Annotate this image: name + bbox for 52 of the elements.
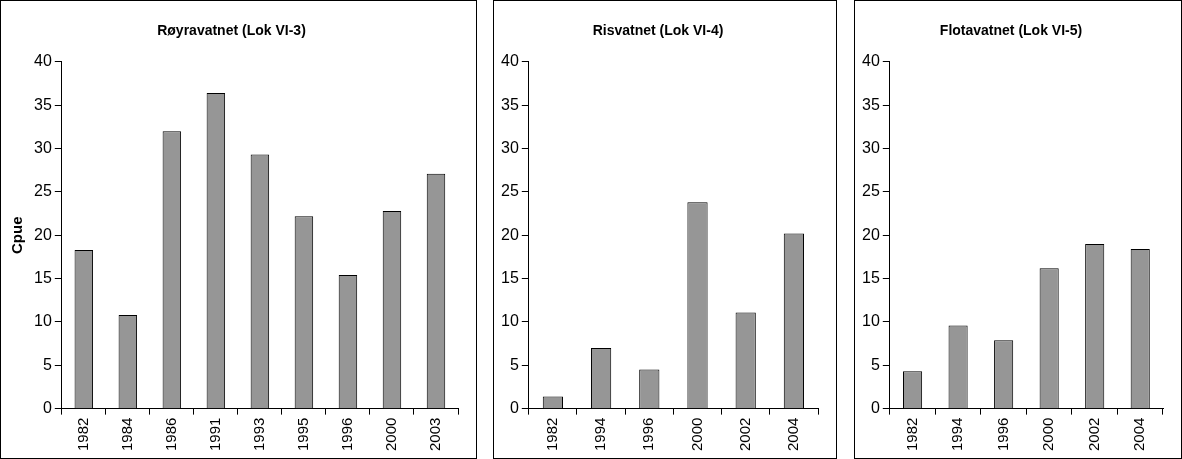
- y-tick-label: 40: [34, 52, 52, 70]
- x-tick-label: 2004: [1130, 417, 1148, 452]
- x-tick-label: 1996: [639, 417, 657, 452]
- chart-title: Risvatnet (Lok VI-4): [592, 22, 724, 39]
- y-tick-label: 30: [501, 138, 519, 156]
- x-tick-label: 2004: [784, 417, 802, 452]
- y-tick-label: 40: [862, 52, 880, 70]
- x-tick-label: 1996: [993, 417, 1011, 452]
- y-tick-label: 30: [862, 138, 880, 156]
- x-tick-label: 1994: [948, 417, 966, 452]
- y-axis-title: Cpue: [8, 216, 26, 254]
- y-tick-label: 35: [501, 95, 519, 113]
- y-tick-label: 10: [501, 312, 519, 330]
- x-tick-label: 2002: [1084, 417, 1102, 452]
- y-tick-label: 10: [34, 312, 52, 330]
- y-tick-label: 35: [862, 95, 880, 113]
- y-tick-label: 0: [870, 399, 880, 417]
- chart-title: Flotavatnet (Lok VI-5): [939, 22, 1083, 39]
- x-tick-label: 1982: [73, 417, 91, 452]
- y-tick-label: 40: [501, 52, 519, 70]
- x-tick-label: 1984: [117, 417, 135, 452]
- y-tick-label: 35: [34, 95, 52, 113]
- y-tick-label: 15: [34, 268, 52, 286]
- y-tick-label: 20: [501, 225, 519, 243]
- x-tick-label: 1994: [591, 417, 609, 452]
- x-tick-label: 2000: [382, 417, 400, 452]
- y-tick-label: 20: [34, 225, 52, 243]
- x-tick-label: 1996: [338, 417, 356, 452]
- y-tick-label: 25: [862, 182, 880, 200]
- y-tick-label: 30: [34, 138, 52, 156]
- x-tick-label: 1995: [294, 417, 312, 452]
- y-tick-label: 0: [509, 399, 519, 417]
- y-tick-label: 0: [42, 399, 52, 417]
- x-tick-label: 2000: [687, 417, 705, 452]
- x-tick-label: 1982: [902, 417, 920, 452]
- y-tick-label: 15: [862, 268, 880, 286]
- y-tick-label: 25: [501, 182, 519, 200]
- y-tick-label: 5: [509, 355, 519, 373]
- y-tick-label: 5: [42, 355, 52, 373]
- x-tick-label: 2000: [1039, 417, 1057, 452]
- x-tick-label: 2003: [426, 417, 444, 452]
- y-tick-label: 15: [501, 268, 519, 286]
- chart-title: Røyravatnet (Lok VI-3): [157, 22, 306, 39]
- x-tick-label: 1986: [161, 417, 179, 452]
- x-tick-label: 2002: [735, 417, 753, 452]
- y-tick-label: 25: [34, 182, 52, 200]
- x-tick-label: 1982: [543, 417, 561, 452]
- y-tick-label: 20: [862, 225, 880, 243]
- x-tick-label: 1993: [250, 417, 268, 452]
- x-tick-label: 1991: [206, 417, 224, 452]
- y-tick-label: 10: [862, 312, 880, 330]
- y-tick-label: 5: [870, 355, 880, 373]
